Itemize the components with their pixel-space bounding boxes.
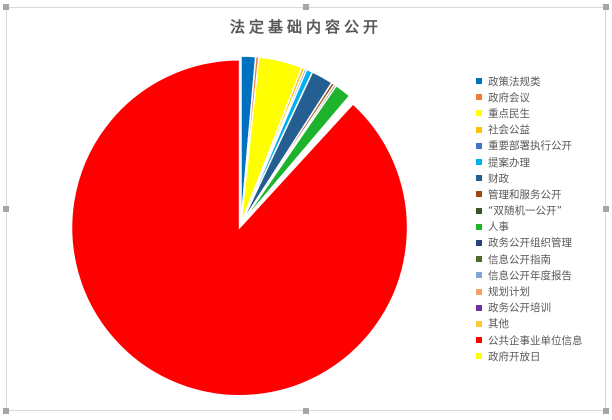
pie-slice[interactable] (70, 58, 409, 397)
legend-item[interactable]: 规划计划 (476, 283, 583, 299)
legend-label: 政务公开培训 (488, 302, 551, 315)
legend-item[interactable]: 管理和服务公开 (476, 186, 583, 202)
legend-swatch (476, 223, 482, 230)
legend-swatch (476, 272, 482, 279)
legend-label: 信息公开年度报告 (488, 269, 572, 282)
legend-label: “双随机一公开” (488, 205, 562, 218)
legend-swatch (476, 304, 482, 311)
legend-swatch (476, 175, 482, 182)
legend-swatch (476, 94, 482, 101)
legend-label: 社会公益 (488, 124, 530, 137)
legend-item[interactable]: 重点民生 (476, 105, 583, 121)
legend-swatch (476, 239, 482, 246)
legend-swatch (476, 337, 482, 344)
legend-label: 公共企事业单位信息 (488, 334, 583, 347)
resize-handle[interactable] (603, 4, 609, 10)
legend-item[interactable]: 人事 (476, 219, 583, 235)
legend-swatch (476, 78, 482, 85)
legend-item[interactable]: 社会公益 (476, 122, 583, 138)
legend-item[interactable]: 政务公开培训 (476, 300, 583, 316)
legend-label: 政府开放日 (488, 350, 541, 363)
legend-item[interactable]: 政府开放日 (476, 348, 583, 364)
legend-item[interactable]: 公共企事业单位信息 (476, 332, 583, 348)
legend-item[interactable]: 政务公开组织管理 (476, 235, 583, 251)
legend-swatch (476, 142, 482, 149)
legend-label: 管理和服务公开 (488, 188, 562, 201)
resize-handle[interactable] (3, 408, 9, 414)
legend-item[interactable]: 重要部署执行公开 (476, 138, 583, 154)
legend-swatch (476, 320, 482, 327)
legend-swatch (476, 207, 482, 214)
resize-handle[interactable] (3, 206, 9, 212)
legend-item[interactable]: 信息公开指南 (476, 251, 583, 267)
legend-item[interactable]: 提案办理 (476, 154, 583, 170)
legend-item[interactable]: 信息公开年度报告 (476, 267, 583, 283)
legend-label: 财政 (488, 172, 509, 185)
legend: 政策法规类政府会议重点民生社会公益重要部署执行公开 提案办理财政管理和服务公开 “双… (476, 73, 583, 364)
legend-item[interactable]: 财政 (476, 170, 583, 186)
resize-handle[interactable] (3, 4, 9, 10)
legend-label: 政策法规类 (488, 75, 541, 88)
resize-handle[interactable] (303, 408, 309, 414)
legend-label: 人事 (488, 221, 509, 234)
resize-handle[interactable] (603, 206, 609, 212)
legend-swatch (476, 288, 482, 295)
resize-handle[interactable] (603, 408, 609, 414)
chart-title: 法定基础内容公开 (229, 18, 382, 36)
pie-slice[interactable] (240, 98, 356, 225)
legend-swatch (476, 191, 482, 198)
legend-swatch (476, 256, 482, 263)
legend-swatch (476, 126, 482, 133)
legend-label: 规划计划 (488, 286, 530, 299)
legend-label: 重点民生 (488, 107, 530, 120)
legend-swatch (476, 353, 482, 360)
legend-swatch (476, 110, 482, 117)
resize-handle[interactable] (303, 4, 309, 10)
legend-label: 信息公开指南 (488, 253, 551, 266)
legend-label: 提案办理 (488, 156, 530, 169)
legend-swatch (476, 159, 482, 166)
legend-item[interactable]: 政府会议 (476, 89, 583, 105)
legend-label: 其他 (488, 318, 509, 331)
legend-label: 政府会议 (488, 91, 530, 104)
legend-item[interactable]: “双随机一公开” (476, 203, 583, 219)
legend-item[interactable]: 政策法规类 (476, 73, 583, 89)
legend-label: 重要部署执行公开 (488, 140, 572, 153)
legend-label: 政务公开组织管理 (488, 237, 572, 250)
legend-item[interactable]: 其他 (476, 316, 583, 332)
